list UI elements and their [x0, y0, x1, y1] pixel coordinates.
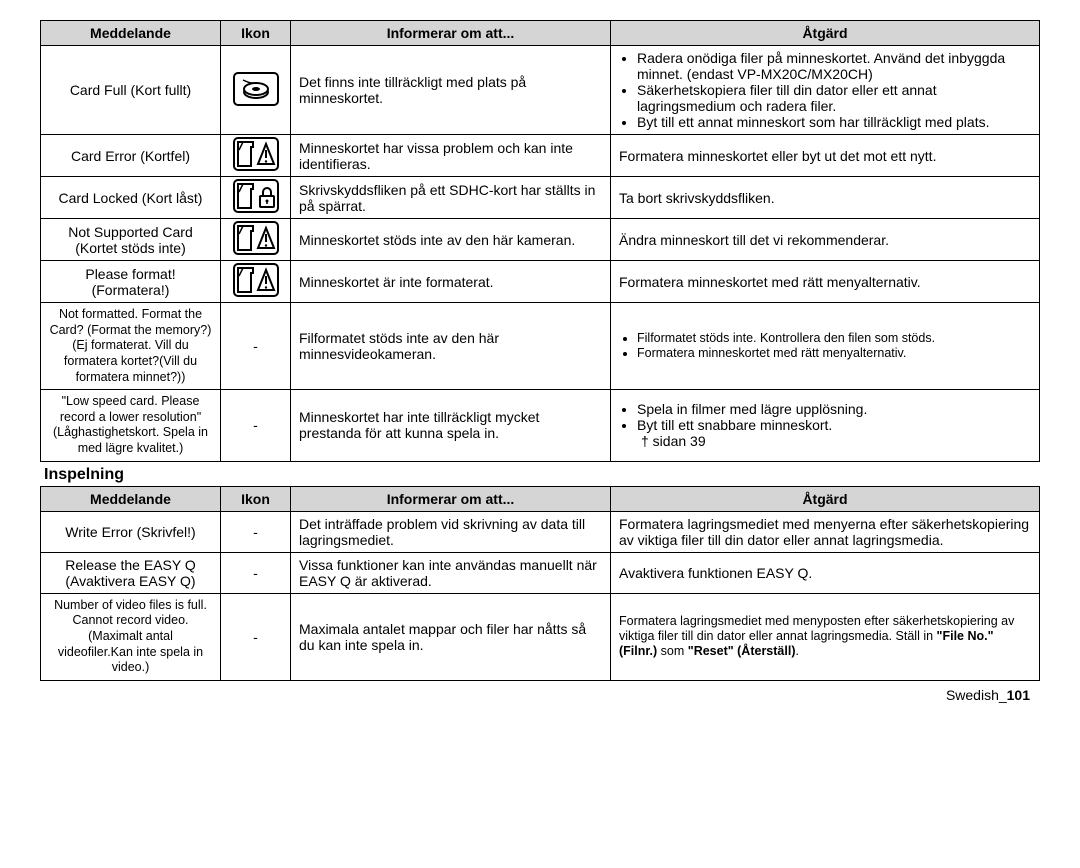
- footer-text: Swedish_: [946, 687, 1007, 703]
- action-item: Byt till ett snabbare minneskort.: [637, 417, 1031, 433]
- action-item: Radera onödiga filer på minneskortet. An…: [637, 50, 1031, 82]
- message-cell: Not Supported Card (Kortet stöds inte): [41, 219, 221, 261]
- icon-cell: [221, 219, 291, 261]
- header-atgard: Åtgärd: [611, 21, 1040, 46]
- icon-cell: [221, 177, 291, 219]
- table-row: Not formatted. Format the Card? (Format …: [41, 303, 1040, 390]
- action-list: Filformatet stöds inte. Kontrollera den …: [619, 331, 1031, 361]
- message-cell: Card Error (Kortfel): [41, 135, 221, 177]
- action-list: Spela in filmer med lägre upplösning.Byt…: [619, 401, 1031, 433]
- table1-body: Card Full (Kort fullt) Det finns inte til…: [41, 46, 1040, 462]
- message-cell: Card Full (Kort fullt): [41, 46, 221, 135]
- header2-ikon: Ikon: [221, 486, 291, 511]
- info-cell: Minneskortet stöds inte av den här kamer…: [291, 219, 611, 261]
- table-row: Card Locked (Kort låst) Skrivskyddsfliken…: [41, 177, 1040, 219]
- card-warn-icon: [233, 221, 279, 255]
- table-row: Card Error (Kortfel) Minneskortet har vis…: [41, 135, 1040, 177]
- card-lock-icon: [233, 179, 279, 213]
- action-item: Formatera minneskortet med rätt menyalte…: [637, 346, 1031, 361]
- info-cell: Vissa funktioner kan inte användas manue…: [291, 552, 611, 593]
- message-cell: Card Locked (Kort låst): [41, 177, 221, 219]
- info-cell: Minneskortet har vissa problem och kan i…: [291, 135, 611, 177]
- icon-cell: -: [221, 552, 291, 593]
- action-item: Filformatet stöds inte. Kontrollera den …: [637, 331, 1031, 346]
- action-cell: Ta bort skrivskyddsfliken.: [611, 177, 1040, 219]
- action-cell: Formatera lagringsmediet med menyerna ef…: [611, 511, 1040, 552]
- action-item: Säkerhetskopiera filer till din dator el…: [637, 82, 1031, 114]
- header-meddelande: Meddelande: [41, 21, 221, 46]
- header2-informerar: Informerar om att...: [291, 486, 611, 511]
- info-cell: Minneskortet har inte tillräckligt mycke…: [291, 390, 611, 462]
- message-cell: Not formatted. Format the Card? (Format …: [41, 303, 221, 390]
- action-cell: Spela in filmer med lägre upplösning.Byt…: [611, 390, 1040, 462]
- card-full-icon: [233, 72, 279, 106]
- action-cell: Radera onödiga filer på minneskortet. An…: [611, 46, 1040, 135]
- header2-meddelande: Meddelande: [41, 486, 221, 511]
- action-cell: Filformatet stöds inte. Kontrollera den …: [611, 303, 1040, 390]
- card-warn-icon: [233, 263, 279, 297]
- table-row: Not Supported Card (Kortet stöds inte) Mi…: [41, 219, 1040, 261]
- table-row: Number of video files is full. Cannot re…: [41, 593, 1040, 680]
- icon-cell: -: [221, 593, 291, 680]
- icon-cell: [221, 135, 291, 177]
- message-cell: Please format! (Formatera!): [41, 261, 221, 303]
- section-title-inspelning: Inspelning: [44, 466, 1040, 484]
- icon-cell: [221, 261, 291, 303]
- icon-cell: -: [221, 303, 291, 390]
- table-row: Card Full (Kort fullt) Det finns inte til…: [41, 46, 1040, 135]
- action-cell: Avaktivera funktionen EASY Q.: [611, 552, 1040, 593]
- message-cell: Write Error (Skrivfel!): [41, 511, 221, 552]
- header-informerar: Informerar om att...: [291, 21, 611, 46]
- info-cell: Filformatet stöds inte av den här minnes…: [291, 303, 611, 390]
- action-item: Byt till ett annat minneskort som har ti…: [637, 114, 1031, 130]
- message-cell: Number of video files is full. Cannot re…: [41, 593, 221, 680]
- info-cell: Skrivskyddsfliken på ett SDHC-kort har s…: [291, 177, 611, 219]
- message-cell: Release the EASY Q (Avaktivera EASY Q): [41, 552, 221, 593]
- icon-cell: -: [221, 390, 291, 462]
- icon-cell: [221, 46, 291, 135]
- action-cell: Formatera lagringsmediet med menyposten …: [611, 593, 1040, 680]
- page-footer: Swedish_101: [40, 687, 1040, 703]
- card-warn-icon: [233, 137, 279, 171]
- action-suffix: sidan 39: [619, 433, 1031, 449]
- action-item: Spela in filmer med lägre upplösning.: [637, 401, 1031, 417]
- table-row: Write Error (Skrivfel!)-Det inträffade p…: [41, 511, 1040, 552]
- icon-cell: -: [221, 511, 291, 552]
- action-cell: Formatera minneskortet eller byt ut det …: [611, 135, 1040, 177]
- info-cell: Maximala antalet mappar och filer har nå…: [291, 593, 611, 680]
- message-cell: "Low speed card. Please record a lower r…: [41, 390, 221, 462]
- messages-table-2: Meddelande Ikon Informerar om att... Åtg…: [40, 486, 1040, 681]
- table-row: Please format! (Formatera!) Minneskortet …: [41, 261, 1040, 303]
- table-row: "Low speed card. Please record a lower r…: [41, 390, 1040, 462]
- action-cell: Formatera minneskortet med rätt menyalte…: [611, 261, 1040, 303]
- table2-body: Write Error (Skrivfel!)-Det inträffade p…: [41, 511, 1040, 680]
- footer-page: 101: [1007, 687, 1030, 703]
- info-cell: Det inträffade problem vid skrivning av …: [291, 511, 611, 552]
- table-row: Release the EASY Q (Avaktivera EASY Q)-V…: [41, 552, 1040, 593]
- header2-atgard: Åtgärd: [611, 486, 1040, 511]
- action-list: Radera onödiga filer på minneskortet. An…: [619, 50, 1031, 130]
- header-ikon: Ikon: [221, 21, 291, 46]
- action-cell: Ändra minneskort till det vi rekommender…: [611, 219, 1040, 261]
- info-cell: Minneskortet är inte formaterat.: [291, 261, 611, 303]
- info-cell: Det finns inte tillräckligt med plats på…: [291, 46, 611, 135]
- messages-table-1: Meddelande Ikon Informerar om att... Åtg…: [40, 20, 1040, 462]
